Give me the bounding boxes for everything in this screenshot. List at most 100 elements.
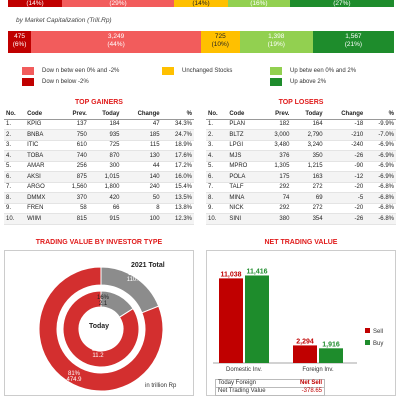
- table-row: 10. SINI 380 354 -26 -6.8%: [206, 213, 396, 225]
- table-cell: 18.9%: [161, 140, 194, 151]
- legend-item-down-below-2: Dow n below -2%: [22, 78, 89, 86]
- bar-data-label: 11,416: [246, 268, 267, 275]
- table-cell: -6.9%: [365, 150, 396, 162]
- legend-item-up-above-2: Up above 2%: [270, 78, 326, 86]
- table-cell: 256: [59, 161, 89, 172]
- table-row: 3. ITIC 610 725 115 18.9%: [4, 140, 194, 151]
- table-cell: TALF: [227, 182, 262, 193]
- legend-swatch: [270, 67, 282, 75]
- table-cell: 44: [121, 161, 162, 172]
- table-cell: BLTZ: [227, 129, 262, 141]
- table-cell: -9.9%: [365, 119, 396, 130]
- bar-segment: 725 (10%): [200, 31, 240, 53]
- inner-domestic-pct: 84%: [91, 347, 104, 353]
- table-cell: 610: [59, 140, 89, 151]
- table-cell: 240: [121, 182, 162, 193]
- outer-domestic-pct: 81%: [67, 371, 80, 377]
- table-cell: 100: [121, 213, 162, 225]
- today-foreign-value: Net Sell: [299, 380, 322, 386]
- column-header: Change: [121, 110, 162, 120]
- table-cell: -6.8%: [365, 213, 396, 225]
- bar-buy-0: [245, 275, 269, 363]
- segment-value: (16%): [250, 0, 268, 7]
- table-cell: SINI: [227, 213, 262, 225]
- table-cell: 4.: [206, 150, 228, 162]
- table-cell: FREN: [25, 203, 60, 214]
- table-row: 10. WIIM 815 915 100 12.3%: [4, 213, 194, 225]
- table-cell: 66: [88, 203, 122, 214]
- table-cell: -6.9%: [365, 140, 396, 151]
- table-row: 3. LPGI 3,480 3,240 -240 -6.9%: [206, 140, 396, 151]
- net-trading-value: -378.65: [301, 388, 322, 394]
- legend-item-up-0-2: Up betw een 0% and 2%: [270, 67, 356, 75]
- bar-data-label: 11,038: [220, 271, 241, 278]
- table-cell: 292: [261, 203, 292, 214]
- table-cell: 50: [121, 192, 162, 204]
- table-cell: -6.8%: [365, 203, 396, 214]
- bar-data-label: 2,294: [296, 338, 314, 345]
- table-row: 2. BNBA 750 935 185 24.7%: [4, 129, 194, 141]
- table-cell: MJS: [227, 150, 262, 162]
- table-cell: 915: [88, 213, 122, 225]
- segment-percent: (21%): [344, 41, 363, 48]
- investor-type-title: TRADING VALUE BY INVESTOR TYPE: [35, 239, 163, 246]
- bar-segment: 3,249 (44%): [31, 31, 201, 53]
- table-cell: -5: [324, 192, 366, 204]
- table-cell: -90: [324, 161, 366, 172]
- top-gainers-title: TOP GAINERS: [75, 99, 123, 106]
- table-row: 7. ARGO 1,560 1,800 240 15.4%: [4, 182, 194, 193]
- table-cell: POLA: [227, 171, 262, 183]
- table-cell: -6.9%: [365, 171, 396, 183]
- table-cell: -7.0%: [365, 129, 396, 141]
- table-cell: NICK: [227, 203, 262, 214]
- table-cell: 15.4%: [161, 182, 194, 193]
- table-cell: 272: [291, 203, 325, 214]
- table-cell: 115: [121, 140, 162, 151]
- table-cell: 8.: [206, 192, 228, 204]
- table-cell: 17.6%: [161, 150, 194, 162]
- table-cell: 3.: [206, 140, 228, 151]
- legend-label: Buy: [373, 341, 383, 347]
- inner-ring-label: Today: [88, 323, 110, 330]
- column-header: No.: [4, 110, 26, 120]
- table-cell: 16.0%: [161, 171, 194, 183]
- bar-segment: (14%): [8, 0, 63, 7]
- segment-value: 1,567: [345, 33, 362, 40]
- table-cell: 4.: [4, 150, 26, 162]
- unit-note: in trillion Rp: [145, 383, 177, 389]
- table-cell: 10.: [4, 213, 26, 225]
- net-trading-title: NET TRADING VALUE: [264, 239, 338, 246]
- today-foreign-row: Today Foreign Net Sell: [215, 379, 325, 388]
- investor-type-donut: [38, 266, 164, 392]
- table-cell: 7.: [4, 182, 26, 193]
- table-cell: TOBA: [25, 150, 60, 162]
- column-header: Code: [227, 110, 262, 120]
- net-trading-bar-chart: 11,038 11,416 Domestic Inv. 2,294 1,916 Forei…: [213, 268, 383, 373]
- table-cell: 3.: [4, 140, 26, 151]
- segment-value: 3,249: [107, 33, 125, 40]
- table-cell: 376: [261, 150, 292, 162]
- segment-percent: (10%): [211, 41, 229, 48]
- table-cell: 380: [261, 213, 292, 225]
- table-cell: 5.: [206, 161, 228, 172]
- bar-segment: 475 (6%): [8, 31, 32, 53]
- table-row: 8. MINA 74 69 -5 -6.8%: [206, 192, 396, 204]
- table-cell: 272: [291, 182, 325, 193]
- table-header-row: No. Code Prev. Today Change%: [206, 110, 396, 120]
- outer-foreign-label: 19% 110.7: [121, 271, 147, 283]
- outer-domestic-label: 81% 474.9: [61, 371, 87, 383]
- bar-segment: (14%): [173, 0, 228, 7]
- table-cell: 1,800: [88, 182, 122, 193]
- segment-percent: (44%): [107, 41, 125, 48]
- table-row: 7. TALF 292 272 -20 -6.8%: [206, 182, 396, 193]
- table-cell: -20: [324, 182, 366, 193]
- segment-value: (27%): [333, 0, 351, 7]
- table-cell: ITIC: [25, 140, 60, 151]
- table-cell: 58: [59, 203, 89, 214]
- column-header: Change: [324, 110, 366, 120]
- inner-foreign-value: 2.1: [98, 301, 108, 307]
- table-cell: 350: [291, 150, 325, 162]
- table-cell: 7.: [206, 182, 228, 193]
- outer-foreign-pct: 19%: [127, 271, 140, 277]
- inner-foreign-label: 16% 2.1: [91, 295, 115, 307]
